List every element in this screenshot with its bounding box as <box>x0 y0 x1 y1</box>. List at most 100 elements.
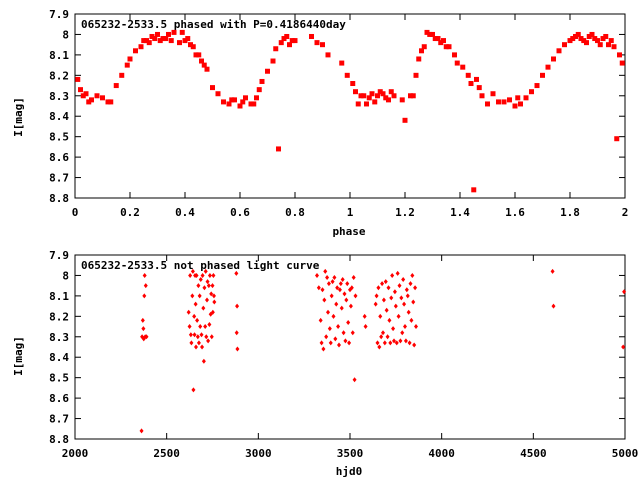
unphased-data-point <box>341 330 346 336</box>
phased-data-point <box>523 95 529 101</box>
unphased-x-tick-label: 2500 <box>153 447 180 460</box>
phased-data-point <box>619 60 625 66</box>
unphased-data-point <box>377 344 382 350</box>
unphased-data-point <box>391 326 396 332</box>
phased-data-point <box>289 38 295 44</box>
phased-data-point <box>386 97 391 103</box>
unphased-data-point <box>188 272 193 278</box>
unphased-data-point <box>339 305 344 311</box>
unphased-data-point <box>336 324 341 330</box>
unphased-data-point <box>399 295 404 301</box>
phased-data-point <box>452 52 457 58</box>
phased-y-axis-label: I[mag] <box>12 97 25 137</box>
phased-data-point <box>314 40 320 46</box>
phased-data-point <box>229 97 235 103</box>
unphased-data-point <box>192 313 197 319</box>
unphased-data-point <box>198 324 203 330</box>
phased-data-point <box>86 99 92 105</box>
unphased-x-axis-label: hjd0 <box>336 465 363 478</box>
unphased-data-point <box>190 293 195 299</box>
unphased-x-tick-label: 5000 <box>612 447 639 460</box>
unphased-data-point <box>345 281 350 287</box>
unphased-data-point <box>348 303 353 309</box>
unphased-data-point <box>234 330 239 336</box>
unphased-data-point <box>327 326 332 332</box>
unphased-data-point <box>142 272 147 278</box>
phased-data-point <box>529 89 534 95</box>
unphased-data-point <box>385 334 390 340</box>
phased-data-point <box>355 101 361 107</box>
phased-data-point <box>256 87 262 93</box>
unphased-data-point <box>402 301 407 307</box>
unphased-data-point <box>409 317 414 323</box>
phased-data-point <box>292 38 298 44</box>
unphased-data-point <box>326 281 331 287</box>
phased-data-point <box>570 36 576 42</box>
unphased-data-point <box>335 285 340 291</box>
phased-data-point <box>265 68 270 74</box>
phased-data-point <box>421 44 427 50</box>
unphased-data-point <box>376 285 381 291</box>
unphased-data-point <box>187 324 192 330</box>
unphased-data-point <box>316 285 321 291</box>
unphased-data-point <box>207 272 212 278</box>
phased-x-tick-label: 1.2 <box>395 206 415 219</box>
unphased-data-point <box>393 303 398 309</box>
phased-data-point <box>221 99 226 105</box>
unphased-data-point <box>188 332 193 338</box>
unphased-y-tick-label: 7.9 <box>49 249 69 262</box>
phased-data-point <box>597 42 603 48</box>
phased-data-point <box>496 99 501 105</box>
phased-data-point <box>284 33 290 39</box>
unphased-data-point <box>325 274 330 280</box>
unphased-data-point <box>384 307 389 313</box>
phased-data-point <box>287 42 292 48</box>
phased-data-point <box>177 40 182 46</box>
unphased-data-point <box>332 274 337 280</box>
unphased-data-point <box>408 281 413 287</box>
unphased-y-tick-label: 8.1 <box>49 290 69 303</box>
unphased-data-point <box>343 338 348 344</box>
unphased-data-point <box>211 293 216 299</box>
phased-data-point <box>586 33 592 39</box>
phased-data-point <box>108 99 114 105</box>
unphased-data-point <box>235 303 240 309</box>
phased-data-point <box>608 38 614 44</box>
unphased-data-point <box>319 340 324 346</box>
phased-data-point <box>372 99 378 105</box>
phased-data-point <box>366 95 372 101</box>
phased-data-point <box>589 31 595 37</box>
phased-data-point <box>75 76 81 82</box>
phased-data-point <box>485 101 490 107</box>
phased-data-point <box>141 38 147 44</box>
unphased-data-point <box>386 285 391 291</box>
phased-data-point <box>152 36 158 42</box>
unphased-y-tick-label: 8.8 <box>49 433 69 446</box>
unphased-data-point <box>622 289 627 295</box>
unphased-data-point <box>139 428 144 434</box>
unphased-data-point <box>205 279 210 285</box>
unphased-data-point <box>234 270 239 276</box>
unphased-data-point <box>375 340 380 346</box>
unphased-data-point <box>381 297 386 303</box>
phased-data-point <box>78 87 83 93</box>
phased-data-point <box>179 29 185 35</box>
unphased-data-point <box>315 272 319 278</box>
unphased-data-point <box>374 293 379 299</box>
phased-data-point <box>155 31 160 37</box>
unphased-data-point <box>205 297 209 303</box>
phased-data-point <box>248 101 254 107</box>
phased-data-point <box>501 99 507 105</box>
phased-data-point <box>490 91 496 97</box>
unphased-data-point <box>197 293 202 299</box>
phased-data-point <box>540 72 545 78</box>
phased-data-point <box>562 42 567 48</box>
phased-data-point <box>185 36 191 42</box>
unphased-data-point <box>389 295 394 301</box>
unphased-data-point <box>235 346 240 352</box>
phased-data-point <box>259 78 265 84</box>
unphased-data-point <box>363 324 368 330</box>
unphased-data-point <box>210 309 215 315</box>
